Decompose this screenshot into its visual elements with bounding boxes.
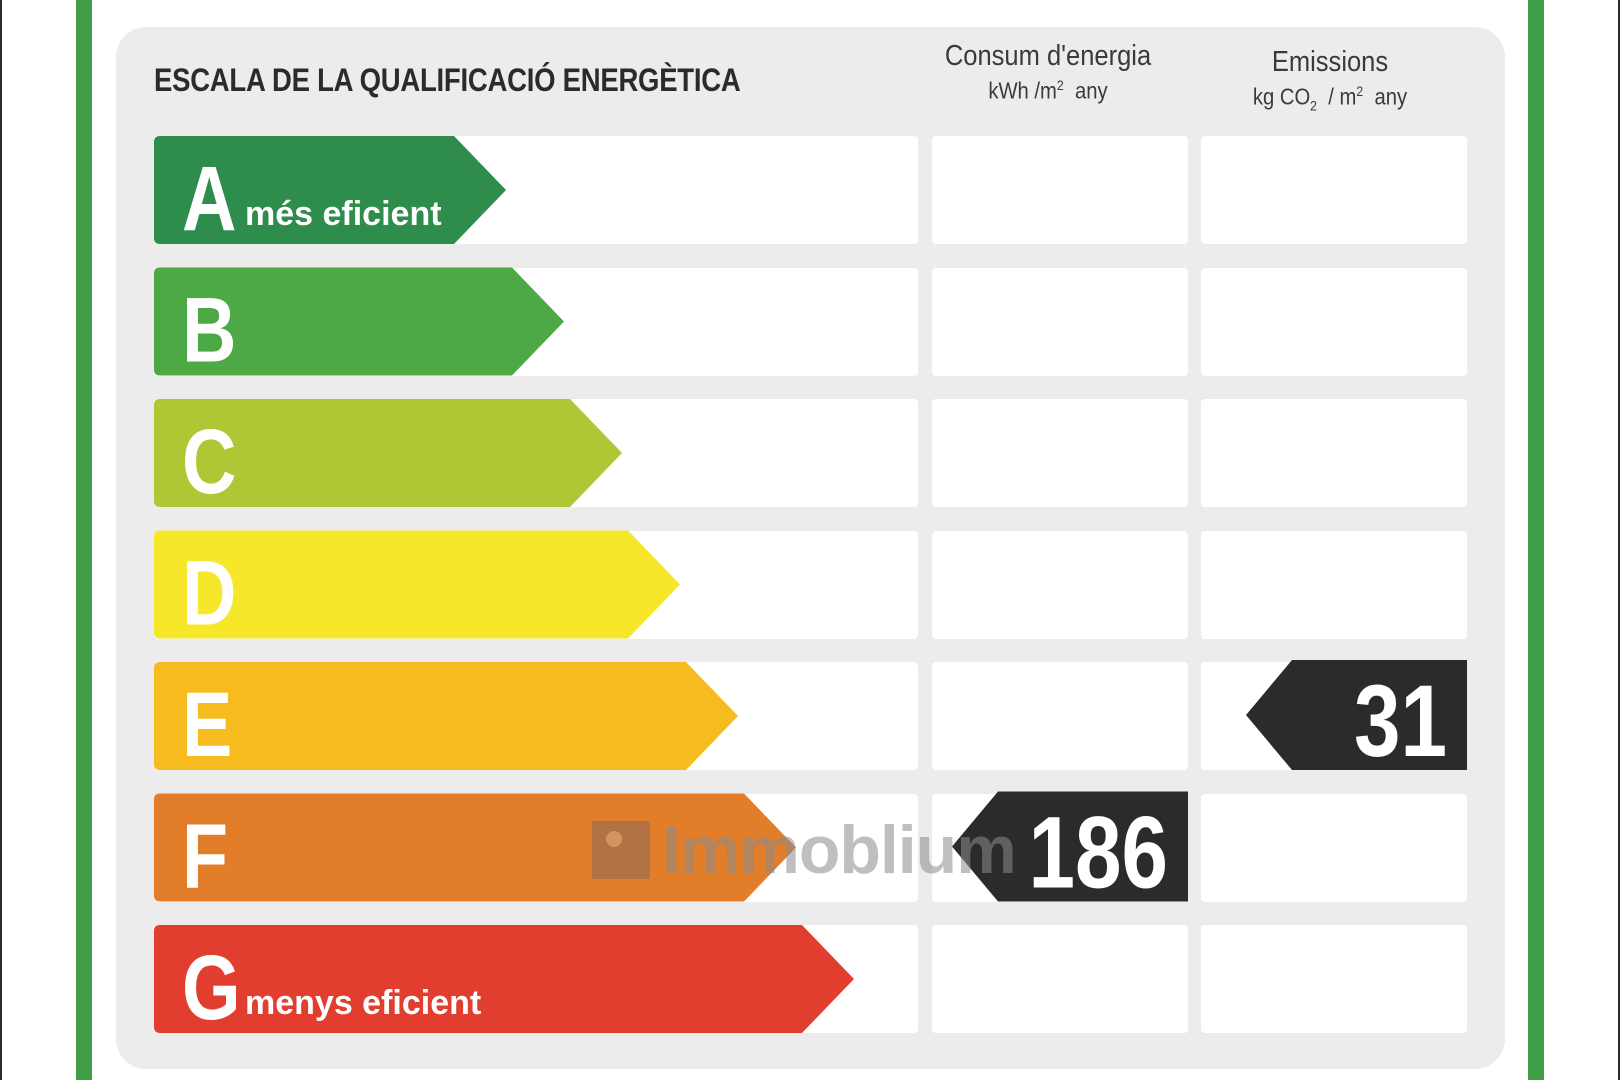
emissions-cell-b	[1201, 267, 1467, 376]
class-letter-c: C	[182, 410, 236, 513]
class-letter-e: E	[182, 673, 232, 776]
energy-cell-e	[932, 662, 1188, 770]
class-label-g: menys eficient	[245, 984, 481, 1022]
energy-cell-b	[932, 267, 1188, 376]
class-bar-g	[154, 925, 854, 1033]
emissions-cell-a	[1201, 136, 1467, 244]
class-letter-d: D	[182, 541, 236, 644]
right-green-border	[1528, 0, 1544, 1080]
class-bar-c	[154, 399, 622, 507]
energy-cell-c	[932, 399, 1188, 507]
emissions-cell-f	[1201, 793, 1467, 902]
class-letter-f: F	[182, 804, 228, 907]
energy-cell-d	[932, 530, 1188, 639]
class-letter-b: B	[182, 278, 236, 381]
page-title: ESCALA DE LA QUALIFICACIÓ ENERGÈTICA	[154, 62, 741, 98]
energy-rating-value: 186	[1028, 796, 1168, 910]
emissions-rating-marker	[1246, 660, 1467, 770]
energy-column-unit: kWh /m2 any	[988, 77, 1108, 104]
class-letter-g: G	[182, 936, 241, 1039]
emissions-cell-g	[1201, 925, 1467, 1033]
energy-rating-marker	[952, 791, 1188, 902]
class-bar-e	[154, 662, 738, 770]
left-green-border	[76, 0, 92, 1080]
energy-cell-g	[932, 925, 1188, 1033]
left-edge-line	[0, 0, 2, 1080]
energy-column-header: Consum d'energia kWh /m2 any	[928, 40, 1168, 105]
class-bar-d	[154, 530, 680, 639]
class-letter-a: A	[182, 147, 236, 250]
class-bar-a	[154, 136, 506, 244]
class-bar-b	[154, 267, 564, 376]
right-edge-line	[1618, 0, 1620, 1080]
emissions-column-unit: kg CO2 / m2 any	[1252, 83, 1408, 114]
class-label-a: més eficient	[245, 195, 442, 233]
emissions-column-header: Emissions kg CO2 / m2 any	[1200, 46, 1460, 113]
energy-cell-a	[932, 136, 1188, 244]
emissions-rating-value: 31	[1354, 664, 1447, 778]
emissions-cell-c	[1201, 399, 1467, 507]
emissions-column-title: Emissions	[1271, 46, 1389, 78]
emissions-cell-d	[1201, 530, 1467, 639]
energy-column-title: Consum d'energia	[944, 40, 1152, 72]
class-bar-f	[154, 793, 796, 902]
